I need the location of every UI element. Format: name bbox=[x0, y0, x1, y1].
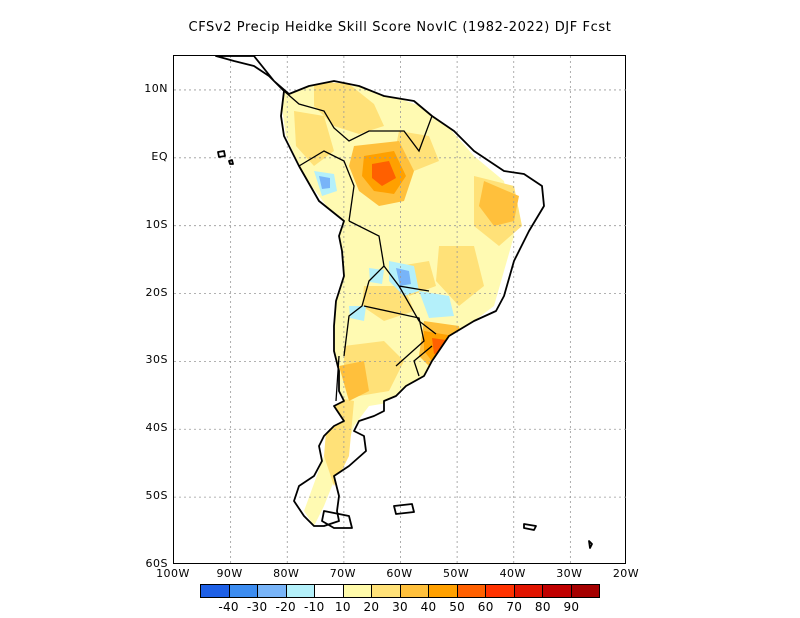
map-title: CFSv2 Precip Heidke Skill Score NovIC (1… bbox=[188, 20, 612, 35]
skill-score-map bbox=[174, 55, 627, 565]
colorbar-tick-label: -10 bbox=[304, 600, 325, 614]
lon-tick-label: 80W bbox=[273, 567, 300, 580]
map-plot-area bbox=[173, 55, 627, 565]
colorbar-tick-label: 50 bbox=[449, 600, 466, 614]
lat-tick-label: 20S bbox=[145, 285, 168, 299]
colorbar bbox=[200, 584, 600, 598]
lat-tick-label: 60S bbox=[145, 557, 168, 570]
lat-tick-label: 30S bbox=[145, 353, 168, 367]
lon-tick-label: 20W bbox=[612, 567, 640, 580]
colorbar-swatch bbox=[514, 585, 543, 597]
lon-tick-label: 40W bbox=[499, 567, 526, 580]
lon-tick-label: 70W bbox=[329, 567, 357, 580]
colorbar-tick-label: 90 bbox=[563, 600, 580, 614]
colorbar-swatch bbox=[258, 585, 287, 597]
lat-tick-label: 50S bbox=[145, 489, 168, 503]
colorbar-tick-label: 70 bbox=[506, 600, 523, 614]
colorbar-swatch bbox=[429, 585, 458, 597]
colorbar-swatch bbox=[201, 585, 230, 597]
colorbar-swatch bbox=[229, 585, 258, 597]
colorbar-swatch bbox=[400, 585, 429, 597]
coastlines bbox=[215, 55, 593, 549]
colorbar-swatch bbox=[315, 585, 344, 597]
lon-tick-label: 100W bbox=[156, 567, 190, 580]
colorbar-swatch bbox=[343, 585, 372, 597]
lat-tick-label: 10N bbox=[144, 81, 168, 95]
lon-tick-label: 30W bbox=[556, 567, 583, 580]
colorbar-tick-label: -20 bbox=[275, 600, 296, 614]
colorbar-swatch bbox=[543, 585, 572, 597]
lon-tick-label: 50W bbox=[442, 567, 470, 580]
colorbar-swatch bbox=[372, 585, 401, 597]
colorbar-swatch bbox=[457, 585, 486, 597]
colorbar-tick-label: -40 bbox=[218, 600, 239, 614]
colorbar-tick-label: 60 bbox=[477, 600, 494, 614]
lat-tick-label: 10S bbox=[145, 217, 168, 231]
colorbar-tick-label: 20 bbox=[363, 600, 380, 614]
colorbar-swatch bbox=[571, 585, 599, 597]
country-borders bbox=[283, 90, 437, 402]
lon-tick-label: 90W bbox=[216, 567, 243, 580]
lat-tick-label: 40S bbox=[145, 421, 168, 435]
lon-tick-label: 60W bbox=[386, 567, 413, 580]
colorbar-swatch bbox=[486, 585, 515, 597]
colorbar-tick-label: 40 bbox=[420, 600, 437, 614]
colorbar-tick-label: -30 bbox=[246, 600, 268, 614]
lat-tick-label: EQ bbox=[151, 149, 168, 163]
colorbar-tick-label: 10 bbox=[334, 600, 351, 614]
colorbar-tick-label: 80 bbox=[534, 600, 551, 614]
colorbar-tick-label: 30 bbox=[392, 600, 408, 614]
colorbar-swatch bbox=[286, 585, 315, 597]
